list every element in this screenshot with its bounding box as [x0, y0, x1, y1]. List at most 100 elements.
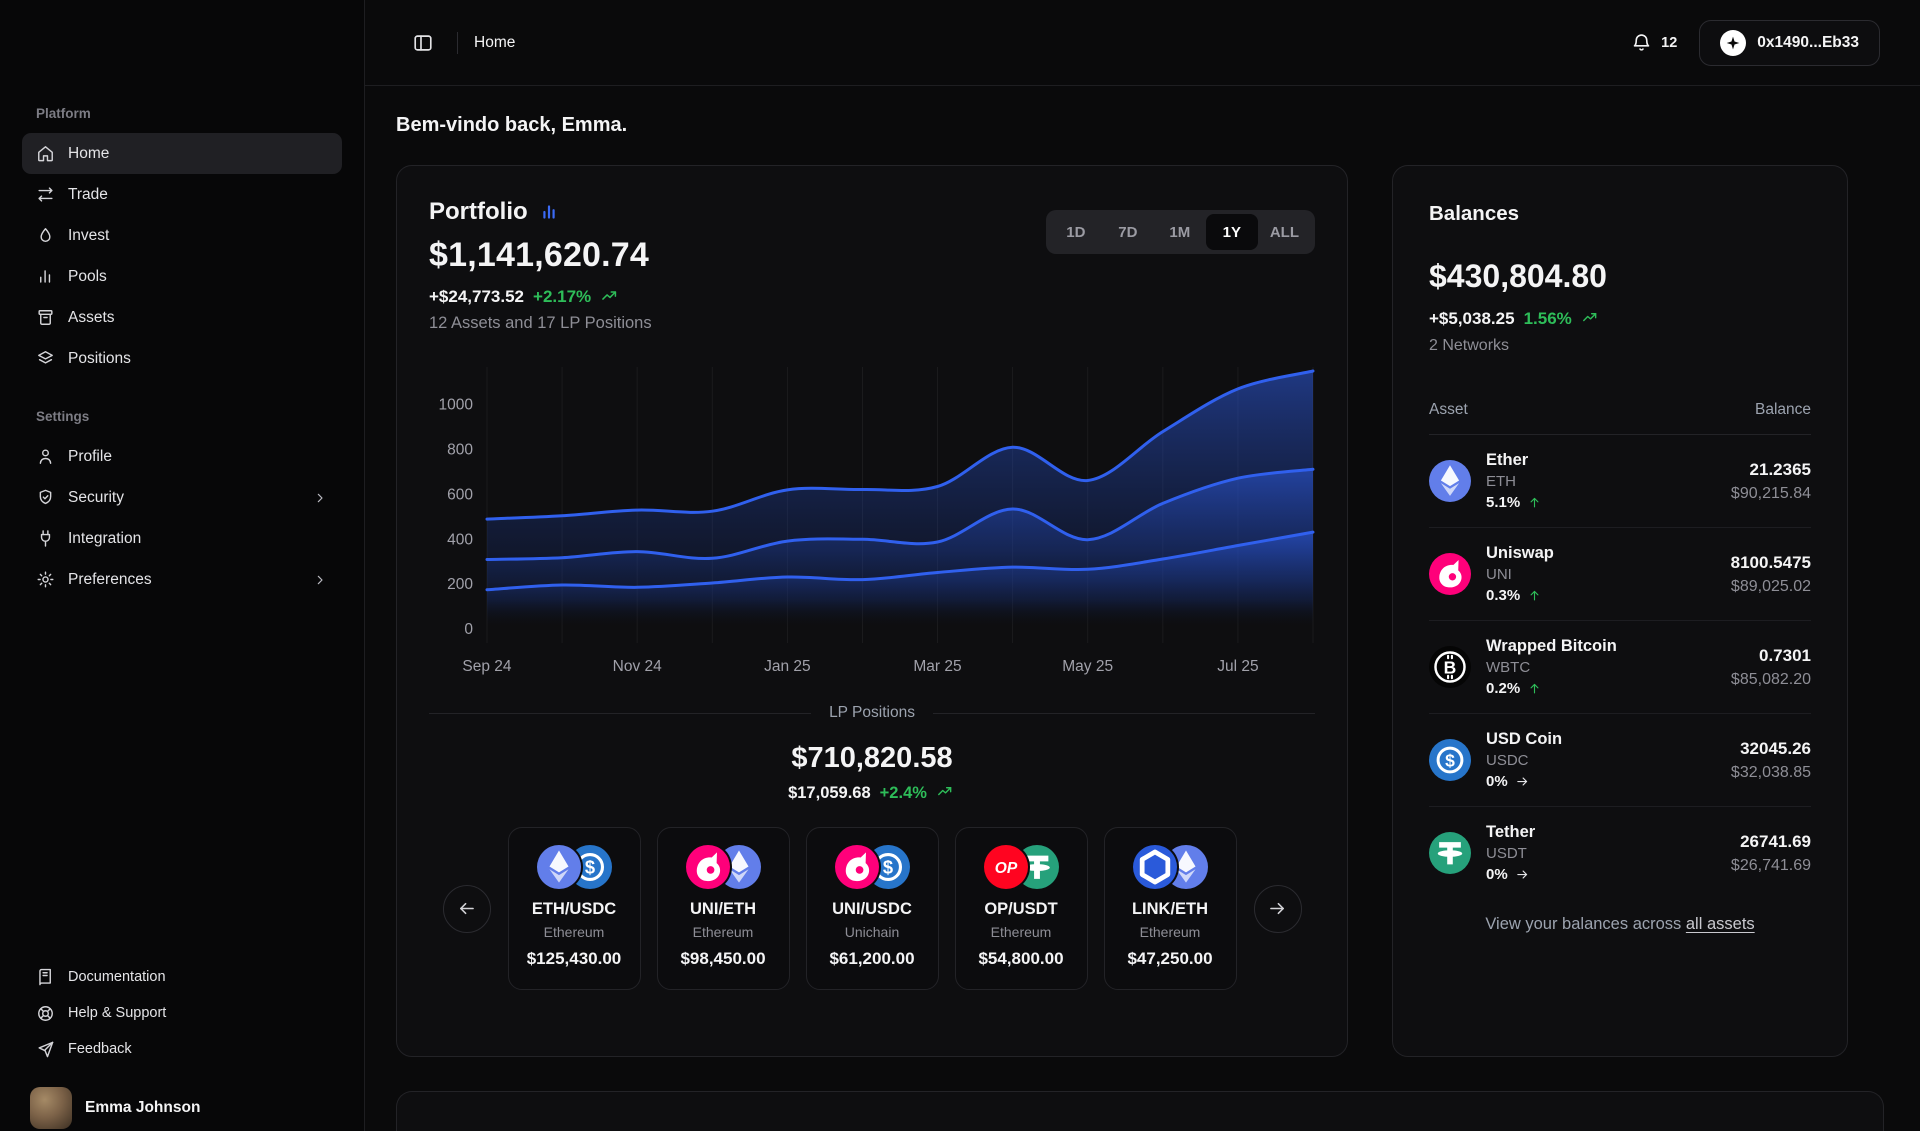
range-button-1d[interactable]: 1D [1050, 214, 1102, 250]
lp-network: Ethereum [543, 924, 605, 940]
arrow-up-icon [1527, 588, 1542, 603]
lp-card-op-usdt[interactable]: OP OP/USDT Ethereum $54,800.00 [954, 827, 1088, 990]
lp-cards-carousel: $ ETH/USDC Ethereum $125,430.00 UNI/ETH Ether… [507, 827, 1237, 990]
asset-amount: 0.7301 [1759, 645, 1811, 665]
range-button-all[interactable]: ALL [1258, 214, 1311, 250]
sidebar-item-positions[interactable]: Positions [22, 338, 342, 379]
link-coin-icon [1132, 845, 1177, 889]
portfolio-card: Portfolio $1,141,620.74 +$24,773.52 +2.1… [396, 165, 1348, 1057]
asset-change: 0.3% [1486, 587, 1521, 604]
svg-text:B: B [1444, 657, 1457, 677]
sidebar-item-label: Documentation [68, 969, 166, 985]
help-icon [36, 1004, 55, 1023]
user-profile[interactable]: Emma Johnson [30, 1087, 334, 1131]
op-coin-icon: OP [983, 845, 1028, 889]
integration-icon [36, 529, 55, 548]
sidebar-item-documentation[interactable]: Documentation [22, 959, 342, 995]
balances-title: Balances [1429, 202, 1520, 225]
lp-position-value: $61,200.00 [829, 949, 915, 968]
lp-pair-name: UNI/ETH [690, 900, 756, 918]
uni-coin-icon [1429, 553, 1471, 595]
panel-left-icon [412, 32, 434, 54]
balances-footer: View your balances across all assets [1429, 915, 1811, 934]
lp-divider: LP Positions [429, 704, 1316, 722]
security-icon [36, 488, 55, 507]
sidebar-item-label: Assets [68, 308, 115, 326]
arrow-right-icon [1515, 867, 1530, 882]
svg-text:Mar 25: Mar 25 [913, 658, 961, 675]
balances-change-amount: +$5,038.25 [1429, 309, 1515, 328]
balance-row-usdc[interactable]: $ USD Coin USDC 0% 32045.26 $32,038.85 [1429, 714, 1811, 807]
sidebar-item-label: Pools [68, 267, 107, 285]
range-button-1m[interactable]: 1M [1154, 214, 1206, 250]
asset-usd-value: $26,741.69 [1730, 856, 1811, 874]
portfolio-title: Portfolio [429, 198, 528, 225]
sidebar-item-security[interactable]: Security [22, 477, 342, 518]
breadcrumb: Home [474, 33, 516, 51]
sidebar-item-preferences[interactable]: Preferences [22, 559, 342, 600]
platform-section-label: Platform [36, 106, 91, 121]
asset-name: Tether [1486, 823, 1536, 841]
platform-nav: Home Trade Invest Pools Assets Positions [22, 133, 342, 379]
lp-position-value: $98,450.00 [680, 949, 766, 968]
lp-card-uni-usdc[interactable]: $ UNI/USDC Unichain $61,200.00 [805, 827, 939, 990]
asset-name: USD Coin [1486, 730, 1563, 748]
eth-coin-icon [1429, 460, 1471, 502]
profile-icon [36, 447, 55, 466]
sidebar-item-label: Invest [68, 226, 110, 244]
range-button-7d[interactable]: 7D [1102, 214, 1154, 250]
chevron-right-icon [312, 490, 328, 506]
sidebar-item-integration[interactable]: Integration [22, 518, 342, 559]
assets-icon [36, 308, 55, 327]
balance-row-uni[interactable]: Uniswap UNI 0.3% 8100.5475 $89,025.02 [1429, 528, 1811, 621]
asset-change: 0% [1486, 866, 1508, 883]
avatar [30, 1087, 72, 1129]
divider-line [429, 712, 812, 714]
lp-card-uni-eth[interactable]: UNI/ETH Ethereum $98,450.00 [656, 827, 790, 990]
sidebar-toggle-button[interactable] [405, 25, 441, 61]
notifications-button[interactable]: 12 [1631, 32, 1677, 53]
lp-pair-name: UNI/USDC [832, 900, 912, 918]
balances-value: $430,804.80 [1429, 258, 1607, 294]
sidebar-item-invest[interactable]: Invest [22, 215, 342, 256]
lp-total-value: $710,820.58 [791, 742, 953, 774]
sidebar-item-label: Feedback [68, 1041, 132, 1057]
sidebar-item-feedback[interactable]: Feedback [22, 1031, 342, 1067]
column-header-asset: Asset [1429, 401, 1468, 418]
notifications-count: 12 [1661, 34, 1678, 51]
trending-up-icon [936, 783, 956, 803]
portfolio-chart: 1000 800 600 400 200 0 Sep 24 Nov 24 Jan 25 Mar 2… [429, 357, 1315, 696]
all-assets-link[interactable]: all assets [1685, 915, 1755, 933]
main-content: Bem-vindo back, Emma. Portfolio $1,141,6… [365, 86, 1920, 1131]
lp-card-link-eth[interactable]: LINK/ETH Ethereum $47,250.00 [1103, 827, 1237, 990]
lp-position-value: $47,250.00 [1127, 949, 1213, 968]
sidebar-item-trade[interactable]: Trade [22, 174, 342, 215]
arrow-left-icon [456, 898, 477, 919]
sidebar-item-profile[interactable]: Profile [22, 436, 342, 477]
lp-prev-button[interactable] [442, 884, 491, 933]
svg-text:400: 400 [447, 531, 473, 548]
wallet-button[interactable]: 0x1490...Eb33 [1699, 19, 1880, 66]
footer-nav: Documentation Help & Support Feedback [22, 959, 342, 1067]
asset-change: 5.1% [1486, 494, 1521, 511]
sidebar-item-help-support[interactable]: Help & Support [22, 995, 342, 1031]
portfolio-subtitle: 12 Assets and 17 LP Positions [429, 314, 652, 332]
sidebar-item-home[interactable]: Home [22, 133, 342, 174]
balance-row-usdt[interactable]: Tether USDT 0% 26741.69 $26,741.69 [1429, 807, 1811, 899]
time-range-selector: 1D 7D 1M 1Y ALL [1045, 210, 1315, 254]
range-button-1y[interactable]: 1Y [1205, 214, 1258, 250]
sidebar-item-label: Profile [68, 447, 112, 465]
wbtc-coin-icon: B [1429, 646, 1471, 688]
sidebar-item-assets[interactable]: Assets [22, 297, 342, 338]
lp-card-eth-usdc[interactable]: $ ETH/USDC Ethereum $125,430.00 [507, 827, 641, 990]
asset-amount: 8100.5475 [1730, 552, 1811, 572]
sidebar-item-label: Security [68, 488, 124, 506]
feedback-icon [36, 1040, 55, 1059]
balance-row-wbtc[interactable]: B Wrapped Bitcoin WBTC 0.2% 0.7301 $85,0… [1429, 621, 1811, 714]
lp-next-button[interactable] [1253, 884, 1302, 933]
column-header-balance: Balance [1754, 401, 1811, 418]
sidebar-item-label: Trade [68, 185, 108, 203]
sidebar-item-pools[interactable]: Pools [22, 256, 342, 297]
balance-row-eth[interactable]: Ether ETH 5.1% 21.2365 $90,215.84 [1429, 435, 1811, 528]
wallet-star-icon [1720, 29, 1747, 56]
